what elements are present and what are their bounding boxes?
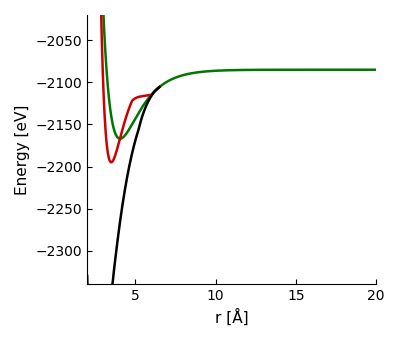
Y-axis label: Energy [eV]: Energy [eV] bbox=[15, 104, 30, 195]
X-axis label: r [Å]: r [Å] bbox=[215, 309, 248, 326]
